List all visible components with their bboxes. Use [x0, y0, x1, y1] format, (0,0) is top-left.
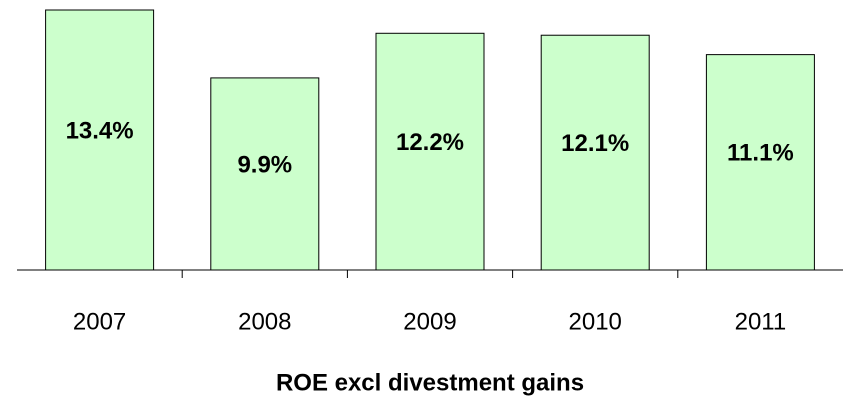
- x-tick-label: 2009: [403, 308, 456, 335]
- data-label: 12.2%: [396, 129, 464, 156]
- data-label: 11.1%: [727, 140, 794, 167]
- bar: [210, 77, 320, 271]
- data-label: 12.1%: [561, 130, 629, 157]
- x-tick-label: 2010: [569, 308, 622, 335]
- x-tick-label: 2011: [735, 308, 787, 335]
- x-tick-label: 2007: [73, 308, 126, 335]
- x-tick-label: 2008: [238, 308, 291, 335]
- chart-title: ROE excl divestment gains: [276, 369, 584, 396]
- data-label: 13.4%: [66, 117, 134, 144]
- bar: [45, 9, 155, 271]
- data-label: 9.9%: [237, 151, 292, 178]
- bar: [540, 34, 650, 271]
